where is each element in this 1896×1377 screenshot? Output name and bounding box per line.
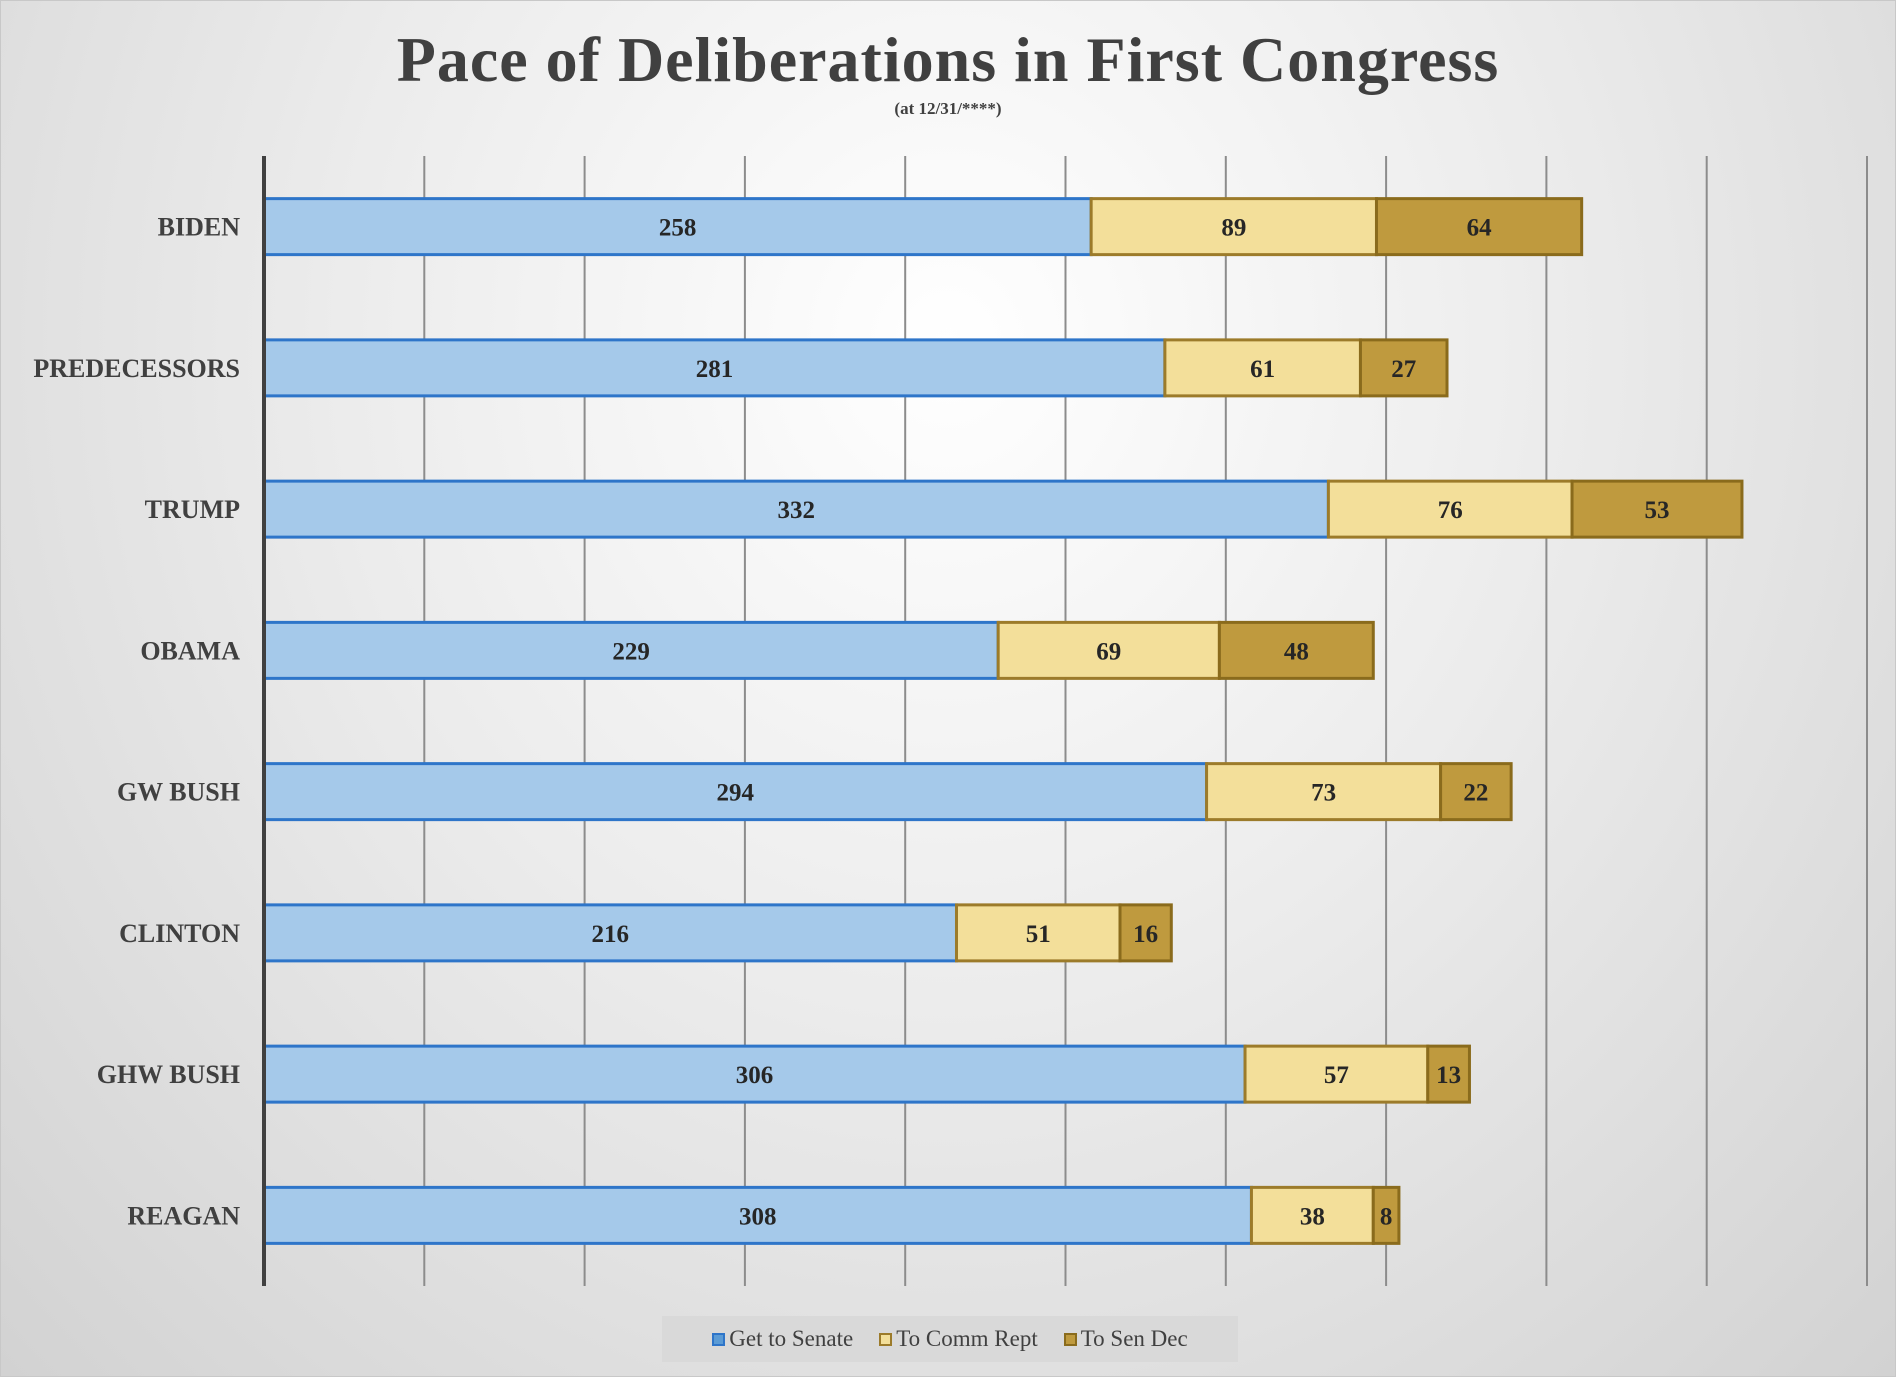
- data-label: 216: [591, 921, 629, 948]
- legend-item-to-sen-dec: To Sen Dec: [1063, 1326, 1188, 1352]
- legend-item-to-comm-rept: To Comm Rept: [879, 1326, 1038, 1352]
- bar-segment: [1570, 479, 1744, 539]
- data-label: 61: [1250, 356, 1275, 383]
- data-label: 89: [1221, 215, 1246, 242]
- category-label: OBAMA: [140, 636, 240, 665]
- data-label: 76: [1438, 497, 1463, 524]
- bar-segment: [262, 338, 1167, 398]
- plot-area: BIDEN 258 89 64 PREDECESSORS 281 61 27 TRUMP 332 7…: [33, 156, 1868, 1286]
- bar-segment: [1118, 903, 1173, 963]
- data-label: 51: [1026, 921, 1051, 948]
- data-label: 281: [696, 356, 734, 383]
- bar-segment: [1089, 197, 1378, 257]
- data-label: 27: [1391, 356, 1416, 383]
- data-label: 64: [1467, 215, 1493, 242]
- data-label: 48: [1284, 638, 1309, 665]
- legend-label: Get to Senate: [729, 1326, 854, 1351]
- legend: Get to Senate To Comm Rept To Sen Dec: [662, 1316, 1238, 1362]
- data-label: 16: [1133, 921, 1158, 948]
- data-label: 306: [736, 1062, 774, 1089]
- data-label: 229: [612, 638, 650, 665]
- legend-swatch-to-comm-rept: [879, 1332, 893, 1346]
- bar-segment: [1326, 479, 1574, 539]
- data-label: 73: [1311, 780, 1336, 807]
- data-label: 22: [1463, 780, 1488, 807]
- bar-segment: [1217, 620, 1375, 680]
- legend-swatch-to-sen-dec: [1063, 1332, 1077, 1346]
- data-label: 69: [1096, 638, 1121, 665]
- data-label: 308: [739, 1203, 777, 1230]
- bar-segment: [262, 479, 1330, 539]
- chart-title: Pace of Deliberations in First Congress: [396, 24, 1500, 95]
- category-label: REAGAN: [127, 1201, 240, 1230]
- bar-segment: [1374, 197, 1584, 257]
- bar-segment: [262, 903, 958, 963]
- data-label: 38: [1300, 1203, 1325, 1230]
- data-label: 294: [717, 780, 755, 807]
- category-label: BIDEN: [158, 213, 241, 242]
- bar-segment: [1371, 1185, 1401, 1245]
- data-label: 8: [1380, 1203, 1393, 1230]
- bar-segment: [1163, 338, 1362, 398]
- bar-segment: [996, 620, 1221, 680]
- legend-item-get-to-senate: Get to Senate: [712, 1326, 853, 1352]
- bar-segment: [262, 620, 1000, 680]
- category-label: TRUMP: [145, 495, 240, 524]
- data-label: 53: [1645, 497, 1670, 524]
- legend-swatch-get-to-senate: [712, 1332, 726, 1346]
- legend-label: To Comm Rept: [896, 1326, 1038, 1351]
- category-label: GW BUSH: [117, 778, 240, 807]
- data-label: 13: [1436, 1062, 1461, 1089]
- bar-segment: [1358, 338, 1449, 398]
- legend-label: To Sen Dec: [1080, 1326, 1188, 1351]
- category-label: GHW BUSH: [97, 1060, 240, 1089]
- category-label: PREDECESSORS: [33, 354, 240, 383]
- data-label: 332: [777, 497, 815, 524]
- bar-segment: [1426, 1044, 1471, 1104]
- data-label: 57: [1324, 1062, 1349, 1089]
- category-label: CLINTON: [119, 919, 240, 948]
- data-label: 258: [659, 215, 697, 242]
- bar-segment: [1439, 762, 1513, 822]
- chart-subtitle: (at 12/31/****): [894, 99, 1002, 118]
- bar-segment: [262, 1185, 1253, 1245]
